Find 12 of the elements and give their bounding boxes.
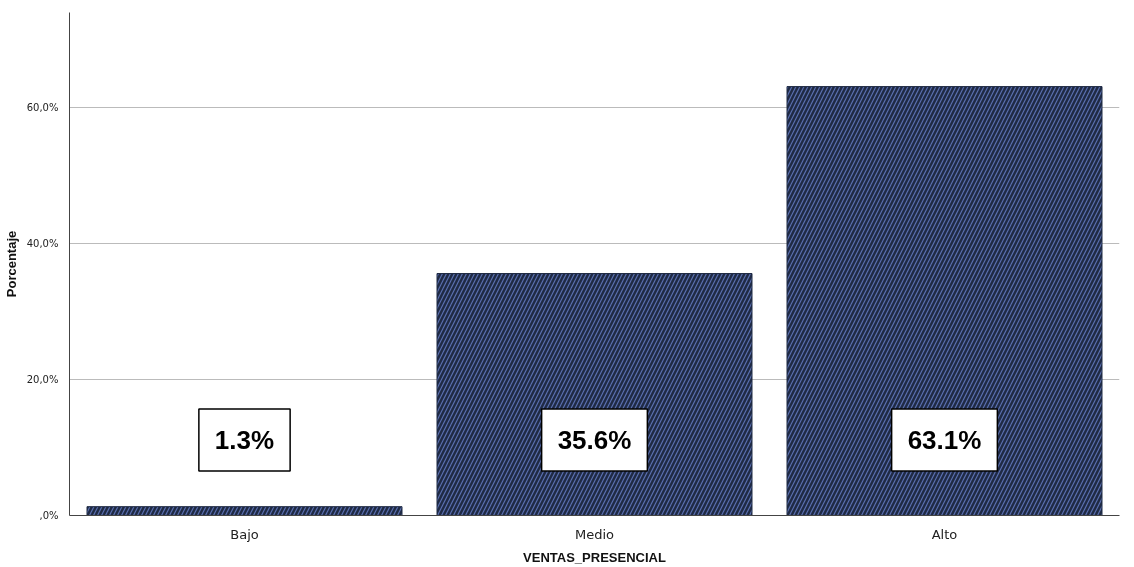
x-tick-label: Medio (574, 526, 615, 542)
y-tick-label: 40,0% (26, 238, 59, 250)
x-tick-label: Bajo (230, 526, 259, 542)
data-label: 63.1% (907, 425, 982, 456)
x-axis-title: VENTAS_PRESENCIAL (523, 549, 666, 565)
y-axis-title: Porcentaje (3, 230, 19, 298)
x-tick-label: Alto (931, 526, 958, 542)
data-label: 35.6% (557, 425, 632, 456)
y-tick-label: 20,0% (26, 374, 59, 386)
y-tick-label: ,0% (39, 510, 59, 521)
data-label: 1.3% (214, 425, 275, 456)
y-tick-label: 60,0% (26, 102, 59, 114)
